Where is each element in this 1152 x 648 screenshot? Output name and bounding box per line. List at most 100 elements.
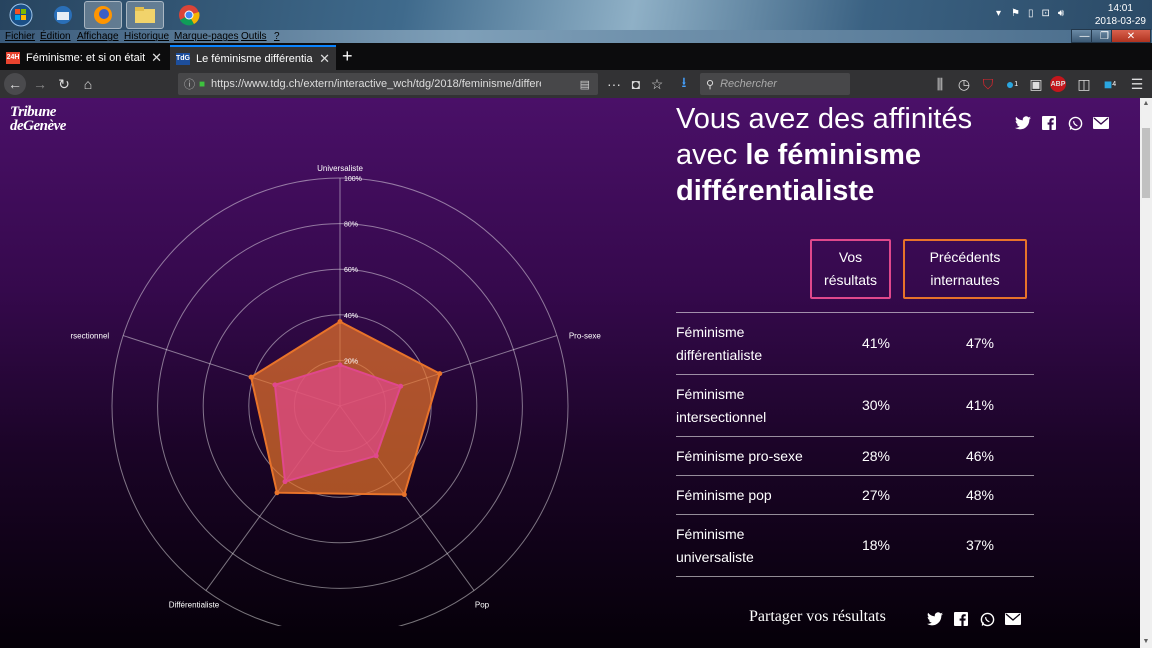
tab-feminisme-differentialiste[interactable]: TdG Le féminisme différentialiste ✕ [170,45,336,70]
bookmark-star-icon[interactable]: ☆ [650,75,664,92]
extension-s-icon[interactable]: ■ 4 [1103,76,1117,92]
tray-network-icon[interactable]: ⊡ [1041,8,1050,19]
close-tab-icon[interactable]: ✕ [151,49,162,65]
results-table: Féminisme différentialiste 41% 47% Fémin… [676,312,1034,577]
firefox-taskbar-button[interactable] [84,1,122,29]
column-header-yours: Vos résultats [810,239,891,299]
new-tab-button[interactable]: + [342,46,353,66]
tab-favicon: TdG [176,52,190,65]
url-text[interactable]: https://www.tdg.ch/extern/interactive_wc… [211,78,542,90]
menu-historique[interactable]: Historique [124,31,170,42]
data-point [337,362,343,368]
info-icon[interactable]: ⓘ [184,79,195,91]
navigation-toolbar: ← → ↻ ⌂ ⓘ ■ https://www.tdg.ch/extern/in… [0,70,1152,98]
facebook-icon[interactable] [952,610,970,628]
thunderbird-taskbar-button[interactable] [44,1,82,29]
data-point [337,319,343,325]
logo-line-1: Tribune [10,104,56,120]
reload-icon[interactable]: ↻ [58,75,70,92]
headline-bold: le féminisme différentialiste [676,139,922,207]
headline-text: Vous avez des affinités avec [676,103,973,171]
chrome-taskbar-button[interactable] [170,1,208,29]
email-icon[interactable] [1004,610,1022,628]
table-row: Féminisme pop 27% 48% [676,475,1034,515]
taskbar-clock[interactable]: 14:01 2018-03-29 [1095,2,1146,28]
tick-label: 80% [344,222,358,229]
sidebar-toggle-icon[interactable]: ◫ [1077,75,1091,92]
tab-bar: 24H Féminisme: et si on était en tra ✕ T… [0,43,1152,70]
facebook-icon[interactable] [1040,114,1058,132]
menu-fichier[interactable]: Fichier [5,31,36,42]
windows-logo-icon [9,3,33,27]
tray-device-icon[interactable]: ▯ [1028,8,1034,19]
tray-flag-icon[interactable]: ⚑ [1011,8,1020,19]
reader-view-icon[interactable]: ▤ [579,78,590,91]
scrollbar-thumb[interactable] [1142,128,1150,198]
home-icon[interactable]: ⌂ [83,76,93,92]
result-name: Féminisme pop [676,475,826,515]
adblock-plus-icon[interactable]: ABP [1050,76,1066,92]
table-row: Féminisme universaliste 18% 37% [676,514,1034,577]
grid-circle [157,223,523,589]
close-tab-icon[interactable]: ✕ [319,50,330,66]
url-bar[interactable]: ⓘ ■ https://www.tdg.ch/extern/interactiv… [178,73,598,95]
menu-help[interactable]: ? [274,31,280,42]
data-point [373,453,379,459]
tray-volume-icon[interactable]: 🔊︎ [1057,8,1065,19]
forward-icon[interactable]: → [33,76,47,92]
file-explorer-taskbar-button[interactable] [126,1,164,29]
result-previous: 37% [926,514,1034,577]
result-previous: 41% [926,374,1034,437]
extension-people-icon[interactable]: ● 1 [1005,76,1019,92]
download-icon[interactable]: ⭳ [681,74,687,90]
twitter-icon[interactable] [1014,114,1032,132]
share-buttons-top [1006,114,1110,132]
pocket-icon[interactable]: ◘ [631,76,641,92]
back-icon[interactable]: ← [4,73,26,95]
table-row: Féminisme pro-sexe 28% 46% [676,436,1034,476]
radar-chart: 20% 40% 60% 80% 100% Universaliste Pro-sexe Pop… [70,164,601,626]
data-point [282,479,288,485]
tab-title: Le féminisme différentialiste [196,52,313,65]
search-bar[interactable]: ⚲ Rechercher [700,73,850,95]
menu-edition[interactable]: Édition [40,31,71,42]
twitter-icon[interactable] [926,610,944,628]
result-name: Féminisme intersectionnel [676,374,826,437]
lock-icon: ■ [199,78,206,90]
tribune-de-geneve-logo[interactable]: Tribune deGenève [10,104,66,134]
axis-label: Intersectionnel [70,332,109,341]
table-row: Féminisme différentialiste 41% 47% [676,312,1034,375]
menu-affichage[interactable]: Affichage [77,31,119,42]
clock-time: 14:01 [1107,3,1133,14]
history-icon[interactable]: ◷ [957,75,971,92]
library-icon[interactable]: ⫼ [936,75,944,92]
whatsapp-icon[interactable] [978,610,996,628]
hamburger-menu-icon[interactable]: ☰ [1130,75,1144,92]
shield-extension-icon[interactable]: ⛉ [982,75,994,92]
result-name: Féminisme universaliste [676,514,826,577]
menu-marque-pages[interactable]: Marque-pages [174,31,239,42]
close-window-button[interactable]: ✕ [1111,29,1151,43]
scroll-up-icon[interactable]: ▲ [1142,100,1150,107]
whatsapp-icon[interactable] [1066,114,1084,132]
tray-chevron-icon[interactable]: ▾ [996,8,1002,19]
tab-feminisme-24h[interactable]: 24H Féminisme: et si on était en tra ✕ [0,45,168,70]
extension-download-icon[interactable]: ▣ [1029,75,1043,92]
page-actions-icon[interactable]: ··· [607,76,621,92]
menu-outils[interactable]: Outils [241,31,267,42]
result-yours: 18% [826,514,926,577]
page-scrollbar[interactable]: ▲ ▼ [1140,98,1152,648]
scroll-down-icon[interactable]: ▼ [1142,638,1150,645]
extension-badge: 4 [1112,80,1117,88]
axis-label: Pop [475,600,490,609]
data-point [274,490,280,496]
firefox-icon [94,6,112,24]
windows-start-button[interactable] [2,1,40,29]
logo-line-2: deGenève [10,118,66,134]
page-content: Tribune deGenève 20% 40% 60% 80% 100% Univers… [0,98,1140,648]
result-previous: 46% [926,436,1034,476]
tick-label: 40% [344,313,358,320]
search-placeholder: Rechercher [720,78,777,90]
email-icon[interactable] [1092,114,1110,132]
result-name: Féminisme pro-sexe [676,436,826,476]
